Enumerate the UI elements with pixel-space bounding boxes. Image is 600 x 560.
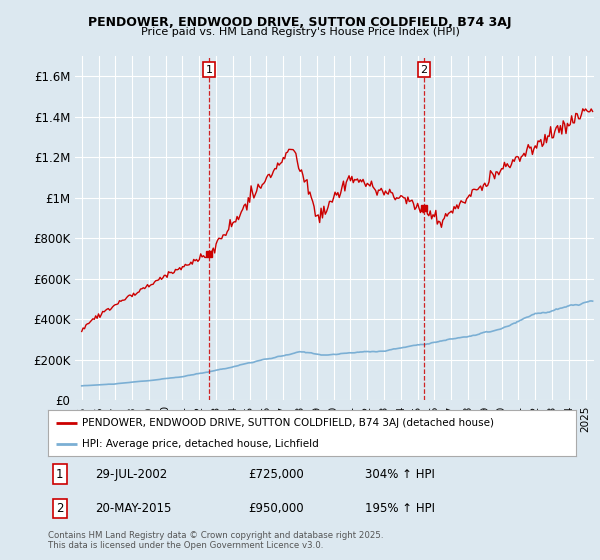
Text: £725,000: £725,000	[248, 468, 304, 480]
Text: PENDOWER, ENDWOOD DRIVE, SUTTON COLDFIELD, B74 3AJ: PENDOWER, ENDWOOD DRIVE, SUTTON COLDFIEL…	[88, 16, 512, 29]
Text: 1: 1	[206, 64, 212, 74]
Text: 195% ↑ HPI: 195% ↑ HPI	[365, 502, 435, 515]
Text: 2: 2	[56, 502, 64, 515]
Text: 20-MAY-2015: 20-MAY-2015	[95, 502, 172, 515]
Text: 2: 2	[421, 64, 428, 74]
Text: 1: 1	[56, 468, 64, 480]
Text: 29-JUL-2002: 29-JUL-2002	[95, 468, 168, 480]
Text: £950,000: £950,000	[248, 502, 304, 515]
Text: PENDOWER, ENDWOOD DRIVE, SUTTON COLDFIELD, B74 3AJ (detached house): PENDOWER, ENDWOOD DRIVE, SUTTON COLDFIEL…	[82, 418, 494, 428]
Text: HPI: Average price, detached house, Lichfield: HPI: Average price, detached house, Lich…	[82, 440, 319, 450]
Text: 304% ↑ HPI: 304% ↑ HPI	[365, 468, 434, 480]
Text: Price paid vs. HM Land Registry's House Price Index (HPI): Price paid vs. HM Land Registry's House …	[140, 27, 460, 37]
Text: Contains HM Land Registry data © Crown copyright and database right 2025.
This d: Contains HM Land Registry data © Crown c…	[48, 531, 383, 550]
